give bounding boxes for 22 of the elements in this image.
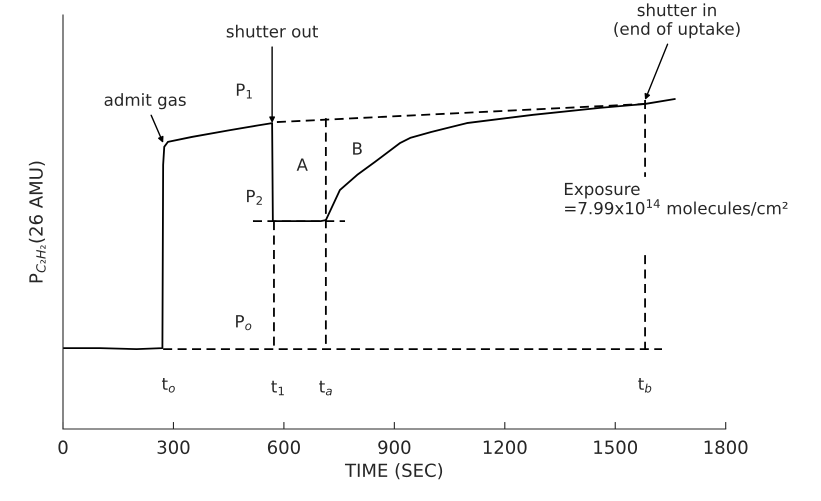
x-tick-label: 300 [158,440,190,454]
annotation: P$_{2}$ [247,190,262,205]
annotation: t$_{o}$ [162,378,175,393]
x-tick-label: 1500 [594,440,638,454]
annotation: admit gas [104,93,186,110]
annotation: t$_{b}$ [638,378,652,393]
x-tick-label: 600 [268,440,300,454]
annotation: A [296,158,308,171]
annotation: t$_{1}$ [271,380,284,396]
x-tick-label: 0 [58,440,68,454]
x-axis-title: TIME (SEC) [344,463,442,480]
annotation: shutter out [226,24,318,38]
annotation: P$_{o}$ [236,315,252,330]
annotation: P$_{1}$ [236,84,252,98]
annotation: Exposure =7.99x10$^{14}$ molecules/cm² [564,182,788,216]
annotation: B [353,142,362,155]
x-tick-label: 900 [378,440,410,454]
x-tick-label: 1200 [484,440,527,454]
y-axis-title: P$_{C₂H₂}$(26 AMU) [28,162,46,282]
annotation: shutter in (end of uptake) [614,3,740,38]
x-tick-label: 1800 [704,440,748,454]
annotation: t$_{a}$ [319,380,332,396]
